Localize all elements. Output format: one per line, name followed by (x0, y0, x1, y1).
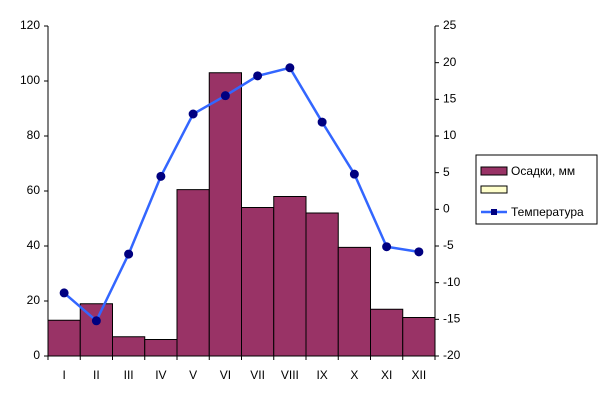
y2-tick-label: -5 (443, 238, 454, 252)
bar (144, 339, 178, 357)
x-tick-label: XI (381, 368, 392, 382)
marker (349, 169, 359, 179)
bar (241, 207, 275, 357)
marker (253, 71, 263, 81)
y-tick-label: 120 (20, 18, 40, 32)
y2-tick-label: 20 (443, 55, 457, 69)
y2-tick-label: -10 (443, 275, 461, 289)
legend-swatch (480, 185, 508, 194)
bar (402, 317, 436, 357)
x-tick-label: I (62, 368, 65, 382)
line (63, 66, 420, 323)
y-tick-label: 80 (27, 128, 41, 142)
y2-tick-label: 10 (443, 128, 457, 142)
bar (112, 336, 146, 357)
bar (337, 246, 371, 357)
x-tick-label: II (93, 368, 100, 382)
y-tick-label: 40 (27, 238, 41, 252)
legend-label: Осадки, мм (511, 164, 575, 178)
x-tick-label: VI (220, 368, 231, 382)
marker (91, 316, 101, 326)
y-tick-label: 20 (27, 293, 41, 307)
y-tick-label: 100 (20, 73, 40, 87)
legend-swatch (480, 166, 508, 176)
bar (208, 72, 242, 357)
x-tick-label: IX (316, 368, 327, 382)
legend-label: Температура (511, 205, 584, 219)
bar (305, 212, 339, 357)
y2-tick-label: -15 (443, 312, 461, 326)
y2-tick-label: 5 (443, 165, 450, 179)
legend-marker (491, 209, 497, 215)
bar (370, 308, 404, 357)
marker (188, 109, 198, 119)
marker (156, 171, 166, 181)
bar (273, 196, 307, 357)
x-tick-label: VII (250, 368, 265, 382)
x-tick-label: X (350, 368, 358, 382)
x-tick-label: V (189, 368, 197, 382)
bar (176, 189, 210, 357)
y2-tick-label: 15 (443, 92, 457, 106)
marker (317, 117, 327, 127)
x-tick-label: III (124, 368, 134, 382)
marker (59, 288, 69, 298)
y2-tick-label: -20 (443, 348, 461, 362)
x-tick-label: VIII (281, 368, 299, 382)
marker (414, 247, 424, 257)
marker (220, 91, 230, 101)
y-tick-label: 60 (27, 183, 41, 197)
bar (47, 319, 81, 357)
y2-tick-label: 25 (443, 18, 457, 32)
marker (382, 242, 392, 252)
x-tick-label: IV (155, 368, 166, 382)
marker (124, 249, 134, 259)
marker (285, 63, 295, 73)
y-tick-label: 0 (33, 348, 40, 362)
x-tick-label: XII (412, 368, 427, 382)
y2-tick-label: 0 (443, 202, 450, 216)
